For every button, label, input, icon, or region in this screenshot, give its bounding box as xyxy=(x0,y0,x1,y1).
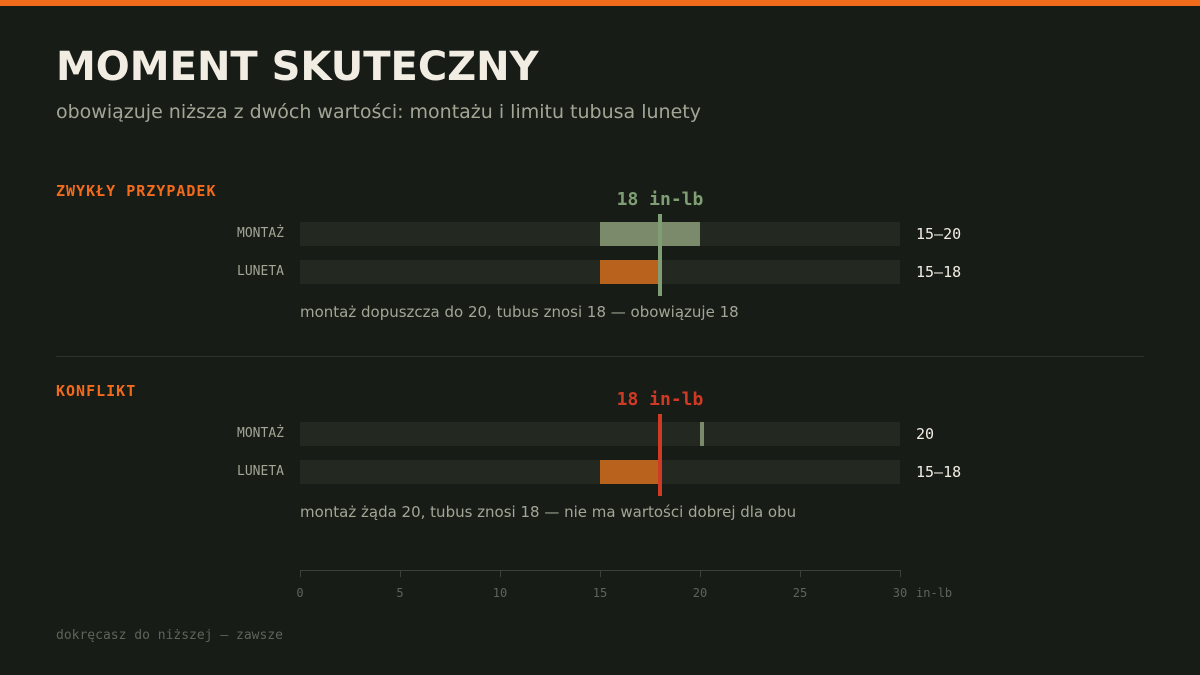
row-value-scope: 15–18 xyxy=(916,263,962,281)
range-bar-scope xyxy=(600,460,660,484)
track-scope xyxy=(300,260,900,284)
section-note-normal: montaż dopuszcza do 20, tubus znosi 18 —… xyxy=(300,303,739,321)
x-axis-tick-label: 20 xyxy=(692,586,708,600)
x-axis-tick-label: 15 xyxy=(592,586,608,600)
effective-torque-label: 18 in-lb xyxy=(616,189,704,210)
x-axis-tick-label: 25 xyxy=(792,586,808,600)
x-axis-tick xyxy=(500,570,501,577)
x-axis-tick-label: 0 xyxy=(296,586,304,600)
section-divider xyxy=(56,356,1144,357)
x-axis-unit: in-lb xyxy=(916,586,953,600)
section-label-conflict: KONFLIKT xyxy=(56,382,137,400)
x-axis-tick-label: 30 xyxy=(892,586,908,600)
section-note-conflict: montaż żąda 20, tubus znosi 18 — nie ma … xyxy=(300,503,797,521)
page-title: MOMENT SKUTECZNY xyxy=(56,44,539,90)
x-axis-tick xyxy=(800,570,801,577)
track-scope xyxy=(300,460,900,484)
footer-note: dokręcasz do niższej — zawsze xyxy=(56,628,283,643)
range-bar-mount xyxy=(700,422,704,446)
track-mount xyxy=(300,422,900,446)
x-axis-tick xyxy=(400,570,401,577)
section-label-normal: ZWYKŁY PRZYPADEK xyxy=(56,182,217,200)
range-bar-mount xyxy=(600,222,700,246)
x-axis-tick-label: 5 xyxy=(396,586,404,600)
row-label-scope: LUNETA xyxy=(237,264,284,279)
row-label-scope: LUNETA xyxy=(237,464,284,479)
conflict-torque-marker xyxy=(658,414,662,496)
range-bar-scope xyxy=(600,260,660,284)
x-axis-tick xyxy=(700,570,701,577)
row-label-mount: MONTAŻ xyxy=(237,426,284,441)
x-axis-tick xyxy=(300,570,301,577)
row-value-mount: 20 xyxy=(916,425,935,443)
conflict-torque-label: 18 in-lb xyxy=(616,389,704,410)
x-axis-tick xyxy=(600,570,601,577)
track-mount xyxy=(300,222,900,246)
row-value-mount: 15–20 xyxy=(916,225,962,243)
effective-torque-marker xyxy=(658,214,662,296)
x-axis-tick-label: 10 xyxy=(492,586,508,600)
page-subtitle: obowiązuje niższa z dwóch wartości: mont… xyxy=(56,101,701,123)
x-axis-tick xyxy=(900,570,901,577)
row-value-scope: 15–18 xyxy=(916,463,962,481)
row-label-mount: MONTAŻ xyxy=(237,226,284,241)
top-accent-bar xyxy=(0,0,1200,6)
